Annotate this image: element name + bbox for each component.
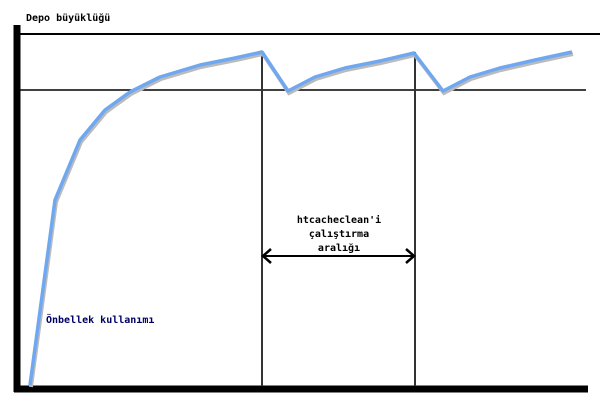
usage-curve xyxy=(28,50,573,386)
interval-label: htcacheclean'i çalıştırma aralığı xyxy=(262,214,416,256)
interval-label-line-3: aralığı xyxy=(317,243,361,254)
interval-arrow xyxy=(261,248,416,264)
interval-label-line-1: htcacheclean'i xyxy=(296,215,382,226)
y-axis-label: Depo büyüklüğü xyxy=(26,13,111,24)
usage-curve-shadow xyxy=(29,51,574,388)
curve-label: Önbellek kullanımı xyxy=(46,315,155,326)
interval-label-line-2: çalıştırma xyxy=(308,229,370,240)
